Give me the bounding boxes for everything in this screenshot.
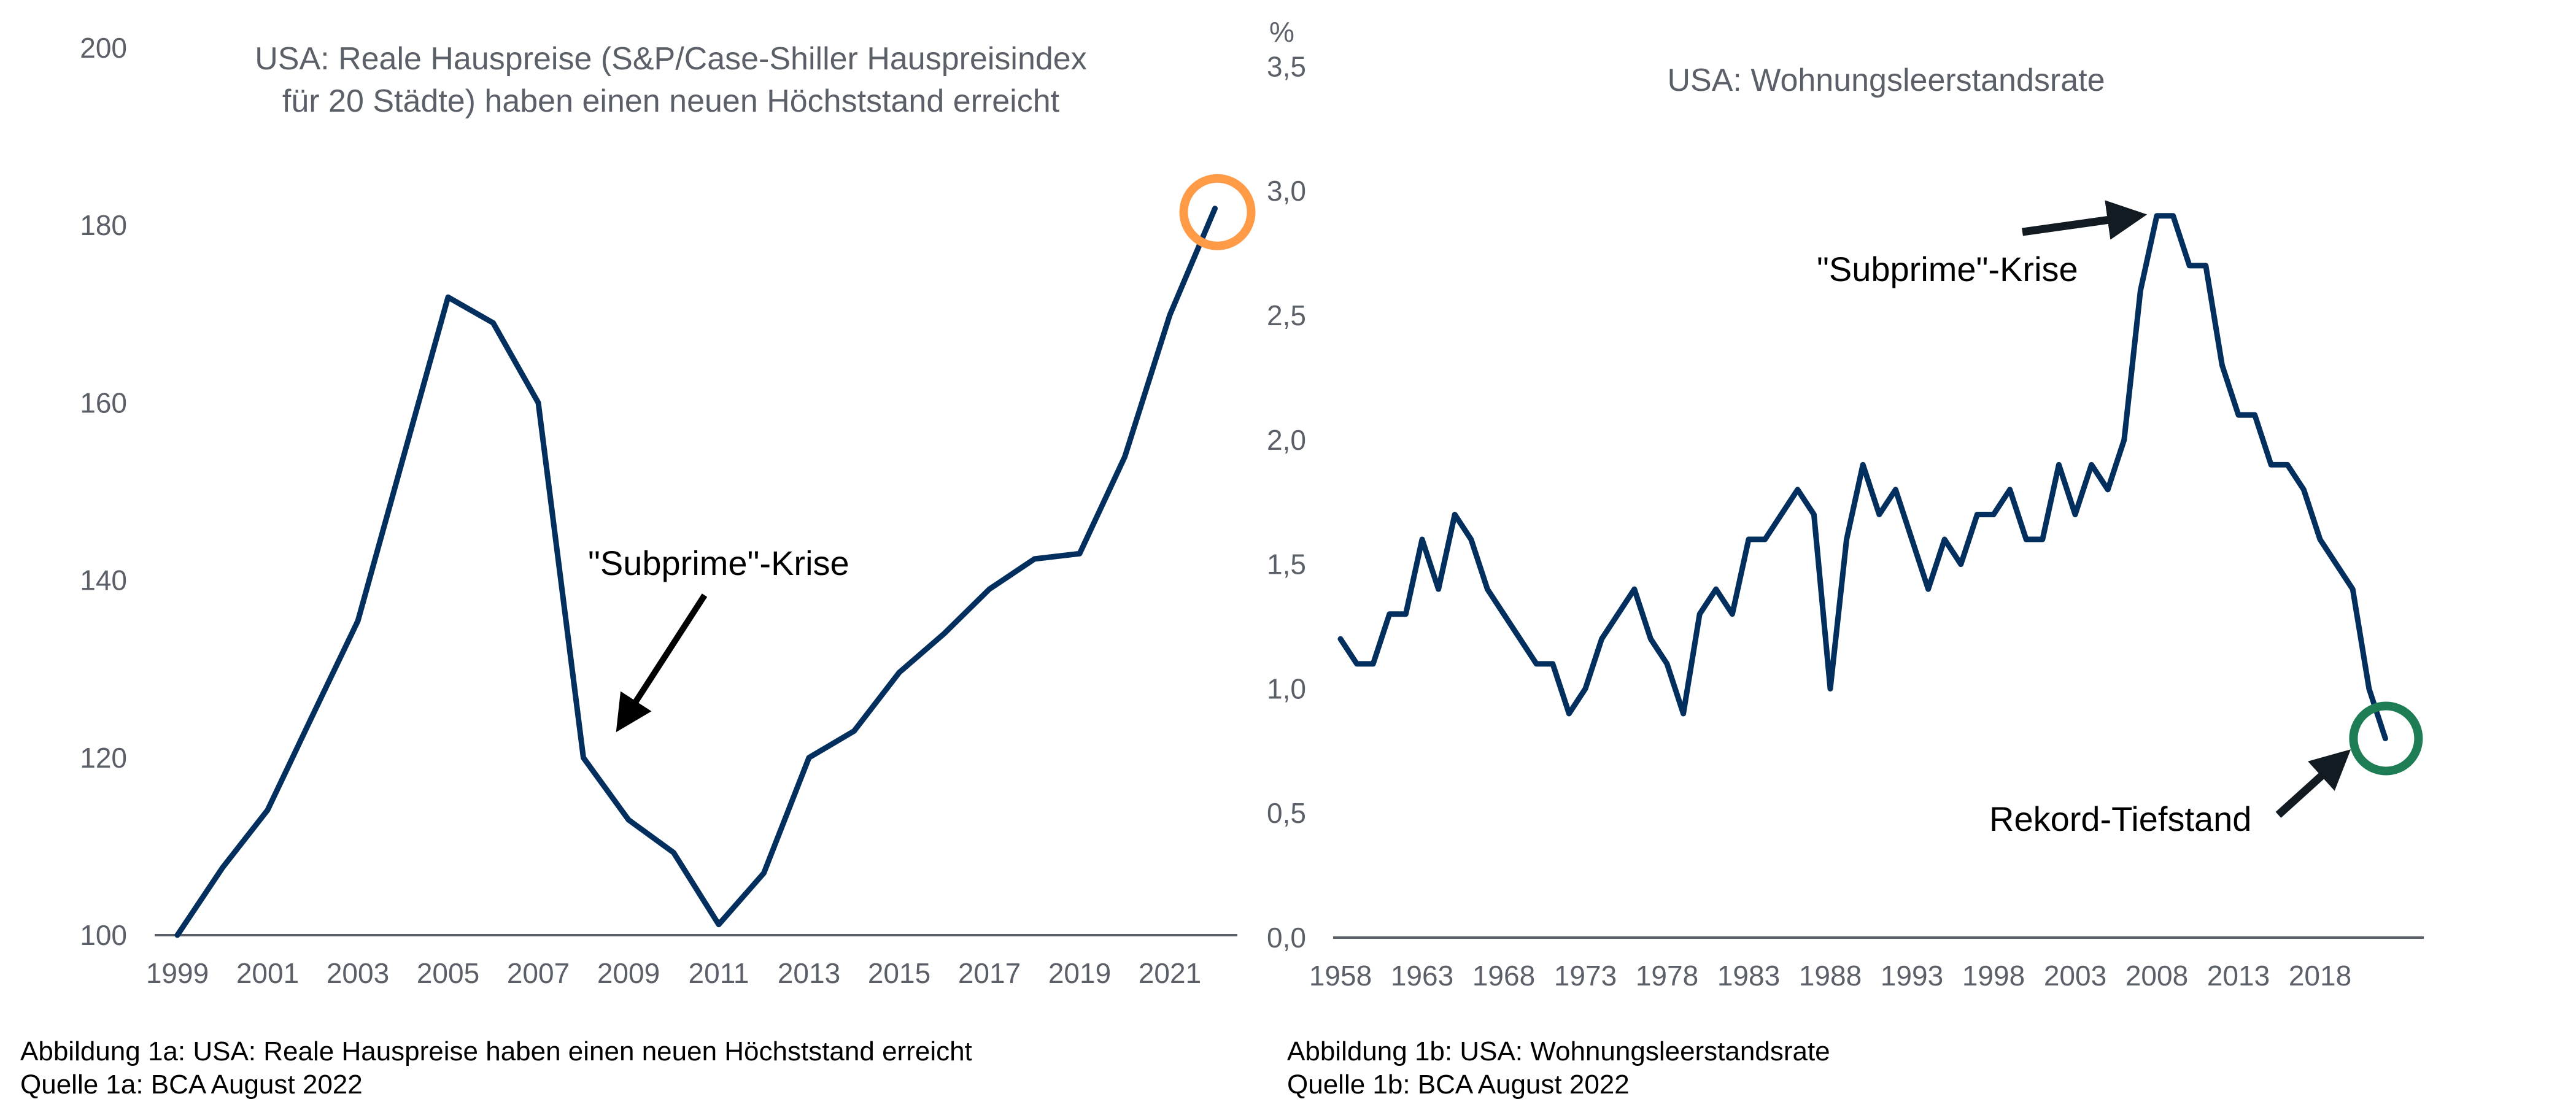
figure-1a-source: Quelle 1a: BCA August 2022 [20, 1070, 363, 1100]
vacancy-rate-x-tick-label: 1968 [1472, 960, 1535, 992]
vacancy-rate-y-tick-label: 3,5 [1267, 50, 1306, 82]
house-price-chart: USA: Reale Hauspreise (S&P/Case-Shiller … [80, 32, 1256, 989]
house-price-x-tick-label: 1999 [146, 957, 209, 989]
subprime-crisis-arrow-left [616, 593, 708, 733]
vacancy-rate-y-tick-label: 1,5 [1267, 549, 1306, 580]
figure-1b-caption: Abbildung 1b: USA: Wohnungsleerstandsrat… [1287, 1036, 1830, 1066]
house-price-y-tick-label: 200 [80, 32, 127, 64]
vacancy-rate-y-tick-label: 1,0 [1267, 673, 1306, 704]
house-price-y-tick-label: 100 [80, 919, 127, 951]
vacancy-rate-series-line [1337, 213, 2388, 742]
house-price-x-tick-label: 2005 [417, 957, 479, 989]
house-price-x-tick-label: 2011 [689, 957, 749, 989]
house-price-series-line [174, 206, 1218, 938]
house-price-chart-title-line1: USA: Reale Hauspreise (S&P/Case-Shiller … [255, 41, 1086, 77]
vacancy-rate-y-tick-label: 2,0 [1267, 424, 1306, 456]
vacancy-rate-x-tick-label: 1958 [1309, 960, 1372, 992]
house-price-x-tick-label: 2017 [958, 957, 1021, 989]
vacancy-rate-y-tick-label: 0,5 [1267, 797, 1306, 829]
vacancy-rate-x-tick-label: 1998 [1962, 960, 2025, 992]
house-price-y-tick-label: 140 [80, 565, 127, 596]
vacancy-rate-x-tick-label: 1993 [1881, 960, 1943, 992]
subprime-crisis-label-left: "Subprime"-Krise [588, 544, 849, 582]
record-low-arrow [2275, 749, 2351, 818]
vacancy-rate-x-tick-label: 1988 [1799, 960, 1862, 992]
house-price-x-tick-label: 2021 [1139, 957, 1201, 989]
house-price-series-points [177, 208, 1215, 936]
vacancy-rate-x-tick-label: 2003 [2044, 960, 2106, 992]
vacancy-rate-x-tick-label: 1963 [1391, 960, 1453, 992]
vacancy-rate-x-tick-label: 2013 [2207, 960, 2270, 992]
house-price-chart-title-line2: für 20 Städte) haben einen neuen Höchsts… [282, 83, 1060, 119]
house-price-x-tick-label: 2013 [778, 957, 840, 989]
house-price-x-tick-label: 2019 [1048, 957, 1111, 989]
house-price-x-tick-label: 2015 [868, 957, 930, 989]
vacancy-rate-x-axis-ticks: 1958 1963 1968 1973 1978 1983 1988 1993 1998 2003… [1309, 960, 2351, 992]
vacancy-rate-x-tick-label: 1983 [1717, 960, 1780, 992]
record-high-highlight-circle [1179, 174, 1256, 250]
record-low-label: Rekord-Tiefstand [1989, 800, 2251, 838]
vacancy-rate-x-tick-label: 2018 [2289, 960, 2351, 992]
house-price-y-tick-label: 120 [80, 742, 127, 774]
vacancy-rate-unit-label: % [1269, 16, 1294, 48]
vacancy-rate-y-tick-label: 3,0 [1267, 175, 1306, 207]
vacancy-rate-x-tick-label: 1978 [1636, 960, 1698, 992]
figure-1b-source: Quelle 1b: BCA August 2022 [1287, 1070, 1630, 1100]
house-price-y-tick-label: 180 [80, 209, 127, 241]
record-low-highlight-circle [2349, 701, 2423, 776]
vacancy-rate-y-tick-label: 0,0 [1267, 922, 1306, 954]
vacancy-rate-y-axis-ticks: 3,5 3,0 2,5 2,0 1,5 1,0 0,5 0,0 [1267, 50, 1306, 954]
house-price-y-tick-label: 160 [80, 387, 127, 418]
vacancy-rate-chart: % USA: Wohnungsleerstandsrate 3,5 3,0 2,5 2… [1267, 16, 2424, 992]
house-price-x-tick-label: 2007 [507, 957, 570, 989]
subprime-crisis-arrow-right [2022, 200, 2148, 240]
figure-1a-caption: Abbildung 1a: USA: Reale Hauspreise habe… [20, 1036, 972, 1066]
house-price-y-axis-ticks: 200 180 160 140 120 100 [80, 32, 127, 951]
vacancy-rate-y-tick-label: 2,5 [1267, 299, 1306, 331]
house-price-x-tick-label: 2001 [236, 957, 299, 989]
vacancy-rate-chart-title: USA: Wohnungsleerstandsrate [1668, 63, 2105, 98]
house-price-x-tick-label: 2003 [327, 957, 389, 989]
subprime-crisis-label-right: "Subprime"-Krise [1817, 250, 2078, 288]
vacancy-rate-series-points [1340, 215, 2386, 739]
vacancy-rate-x-tick-label: 2008 [2125, 960, 2188, 992]
house-price-x-tick-label: 2009 [597, 957, 660, 989]
vacancy-rate-x-tick-label: 1973 [1554, 960, 1617, 992]
house-price-x-axis-ticks: 1999 2001 2003 2005 2007 2009 2011 2013 2015 2017… [146, 957, 1201, 989]
